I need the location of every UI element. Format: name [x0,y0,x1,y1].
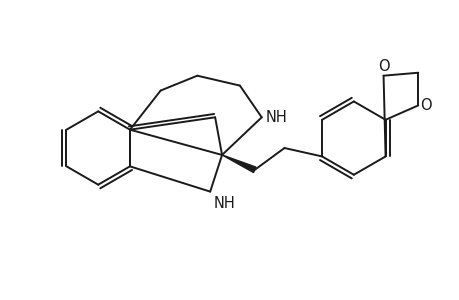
Polygon shape [222,155,256,172]
Text: NH: NH [265,110,287,125]
Text: O: O [420,98,431,113]
Text: NH: NH [213,196,235,211]
Text: O: O [377,59,388,74]
